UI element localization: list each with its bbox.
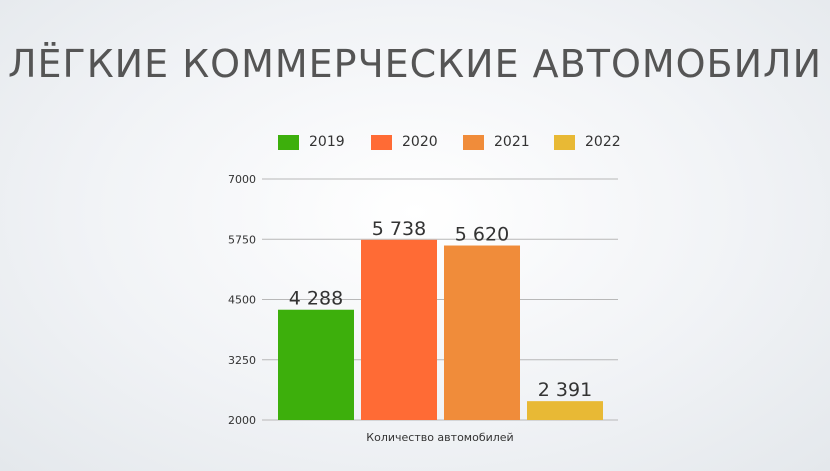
bar-2020 [361,239,437,420]
bar-2022 [527,401,603,420]
legend-label: 2020 [402,134,438,150]
legend-label: 2019 [309,134,345,150]
y-tick-label: 3250 [228,354,256,367]
bar-value-label-2020: 5 738 [372,218,426,240]
legend-swatch [554,134,575,150]
legend-swatch [371,134,392,150]
legend-item-2020: 2020 [371,131,438,153]
y-tick-label: 7000 [228,173,256,186]
chart-legend: 2019 2020 2021 2022 [0,131,830,153]
y-tick-label: 5750 [228,233,256,246]
legend-label: 2021 [494,134,530,150]
bar-value-label-2021: 5 620 [455,224,509,246]
x-axis-label: Количество автомобилей [366,431,513,444]
bar-value-label-2022: 2 391 [538,379,592,401]
slide-title: ЛЁГКИЕ КОММЕРЧЕСКИЕ АВТОМОБИЛИ [7,42,823,86]
legend-item-2021: 2021 [463,131,530,153]
bar-value-labels: 4 288 5 738 5 620 2 391 [289,218,592,401]
legend-item-2019: 2019 [278,131,345,153]
bar-value-label-2019: 4 288 [289,288,343,310]
legend-swatch [463,134,484,150]
legend-item-2022: 2022 [554,131,621,153]
legend-swatch [278,134,299,150]
y-tick-label: 2000 [228,414,256,427]
legend-label: 2022 [585,134,621,150]
bars [278,239,603,420]
bar-2021 [444,245,520,420]
y-tick-labels: 2000 3250 4500 5750 7000 [228,173,256,427]
bar-2019 [278,309,354,420]
y-tick-label: 4500 [228,294,256,307]
